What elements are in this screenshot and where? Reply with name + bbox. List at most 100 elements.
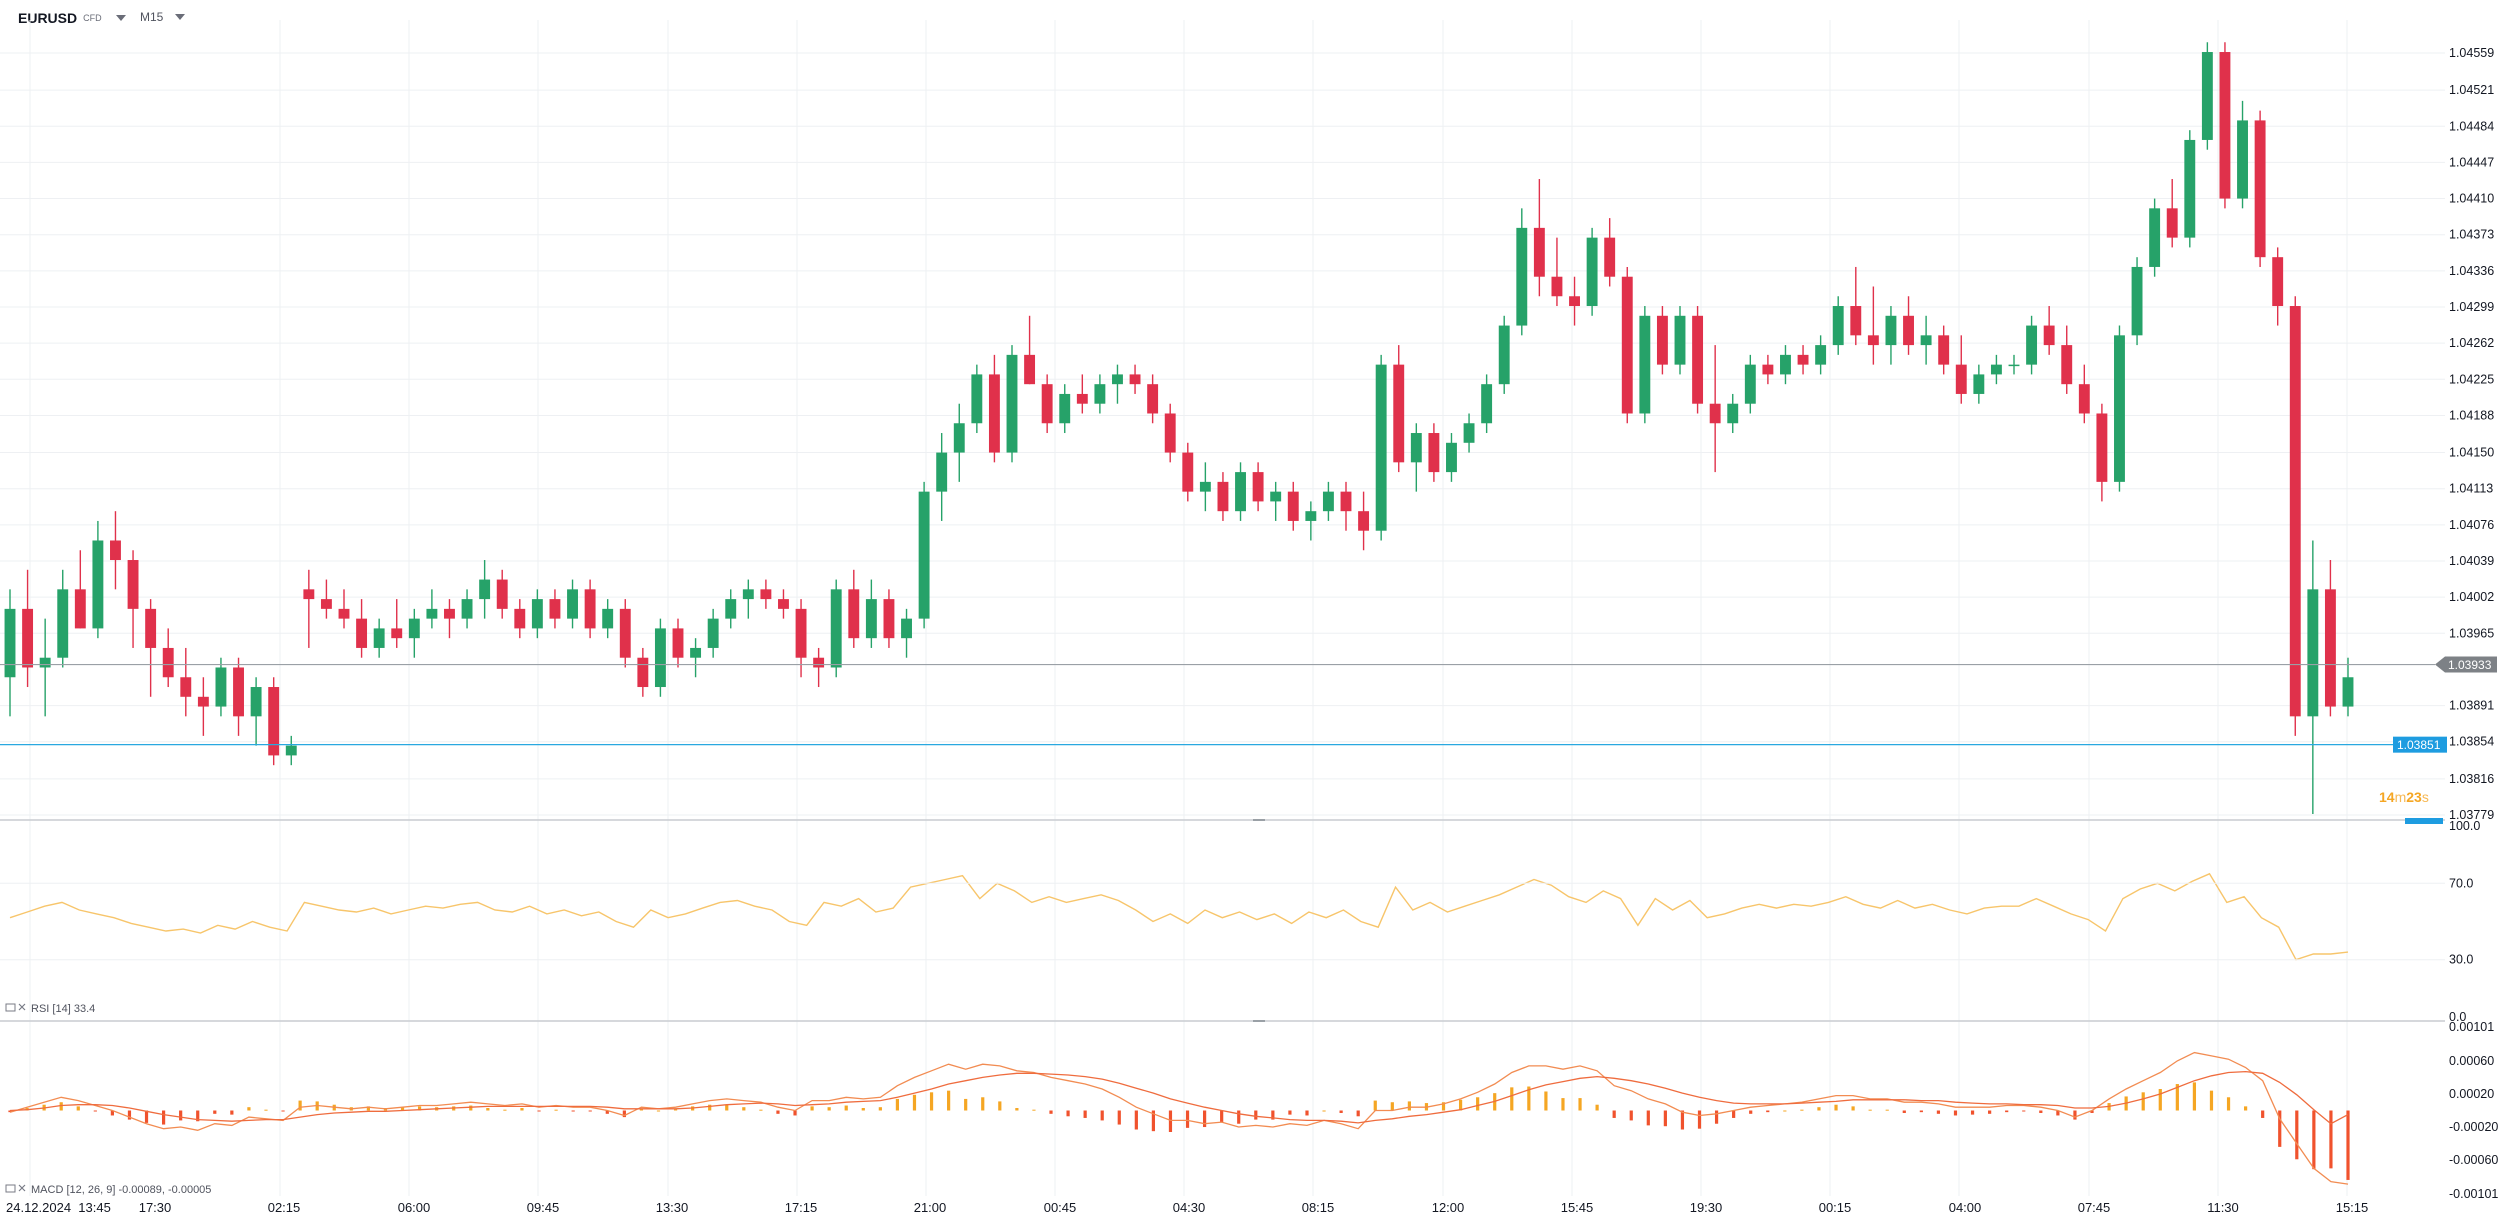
time-tick-label: 00:45 <box>1044 1200 1077 1215</box>
macd-histogram-bar <box>1612 1110 1616 1118</box>
candle-bear <box>180 677 192 697</box>
candle-bear <box>2096 413 2108 482</box>
price-tick-label: 1.04484 <box>2449 119 2494 133</box>
candle-bear <box>74 589 86 629</box>
price-tick-label: 1.04076 <box>2449 518 2494 532</box>
symbol-selector[interactable]: EURUSD CFD <box>18 10 126 26</box>
macd-histogram-bar <box>742 1107 746 1111</box>
current-price-tag <box>2435 656 2497 673</box>
macd-histogram-bar <box>1766 1110 1770 1113</box>
macd-histogram-bar <box>298 1100 302 1111</box>
candle-bull <box>918 491 930 619</box>
candle-bull <box>1199 481 1211 492</box>
time-tick-label: 09:45 <box>527 1200 560 1215</box>
time-tick-label: 19:30 <box>1690 1200 1723 1215</box>
rsi-tick-label: 70.0 <box>2449 876 2473 890</box>
macd-histogram-bar <box>708 1104 712 1111</box>
macd-histogram-bar <box>1015 1108 1019 1111</box>
candle-bull <box>1990 364 2002 375</box>
candle-bull <box>602 608 614 629</box>
macd-name: MACD <box>31 1184 63 1196</box>
macd-histogram-bar <box>1697 1110 1702 1129</box>
macd-tick-label: 0.00020 <box>2449 1087 2494 1101</box>
candle-bull <box>1375 364 1387 531</box>
macd-histogram-bar <box>2090 1110 2094 1113</box>
candle-bull <box>1410 433 1422 463</box>
rsi-value: 33.4 <box>74 1003 95 1015</box>
candle-bear <box>1024 354 1036 385</box>
macd-histogram-bar <box>1202 1110 1207 1128</box>
time-tick-label: 07:45 <box>2078 1200 2111 1215</box>
candle-bull <box>971 374 983 424</box>
rsi-tick-label: 100.0 <box>2449 819 2480 833</box>
candle-bear <box>1569 296 1580 307</box>
candle-bull <box>1322 491 1334 512</box>
price-tick-label: 1.03779 <box>2449 808 2494 822</box>
macd-histogram-bar <box>673 1108 678 1111</box>
macd-histogram-bar <box>417 1106 422 1111</box>
macd-legend[interactable]: MACD [12, 26, 9] -0.00089, -0.00005 <box>5 1184 211 1196</box>
macd-histogram-bar <box>213 1110 217 1114</box>
candle-bull <box>742 589 754 600</box>
candle-bear <box>2043 325 2055 346</box>
rsi-legend[interactable]: RSI [14] 33.4 <box>5 1003 95 1015</box>
candle-bull <box>92 540 104 629</box>
macd-histogram-bar <box>486 1108 490 1111</box>
candle-bull <box>1059 393 1071 424</box>
candle-bull <box>1727 403 1739 424</box>
candle-bull <box>690 647 702 658</box>
candle-bull <box>2114 335 2125 482</box>
macd-histogram-bar <box>2261 1110 2265 1118</box>
candle-bear <box>760 589 772 600</box>
candle-bear <box>110 540 121 561</box>
rsi-name: RSI <box>31 1003 49 1015</box>
candle-bear <box>1147 384 1159 414</box>
candle-bull <box>654 628 666 688</box>
macd-histogram-bar <box>1714 1110 1719 1124</box>
macd-histogram-bar <box>2022 1110 2026 1112</box>
candle-bear <box>1358 511 1370 531</box>
candle-bear <box>496 579 508 609</box>
price-tick-label: 1.04150 <box>2449 446 2494 460</box>
candle-bear <box>2219 52 2231 199</box>
candle-bear <box>2272 257 2284 307</box>
macd-histogram-bar <box>1800 1109 1804 1111</box>
interval-selector[interactable]: M15 <box>140 10 186 24</box>
candle-bear <box>1076 393 1088 404</box>
macd-histogram-bar <box>1458 1099 1463 1111</box>
rsi-tick-label: 30.0 <box>2449 953 2473 967</box>
candle-bull <box>1446 442 1457 473</box>
macd-histogram-bar <box>366 1106 370 1111</box>
time-tick-label: 21:00 <box>914 1200 947 1215</box>
candle-bull <box>1112 374 1123 385</box>
macd-histogram-bar <box>2312 1110 2316 1170</box>
candle-bear <box>795 608 807 658</box>
macd-histogram-bar <box>1441 1102 1446 1111</box>
macd-histogram-bar <box>1271 1110 1275 1120</box>
candle-bull <box>1481 384 1493 424</box>
candle-bull <box>2237 120 2248 199</box>
macd-histogram-bar <box>2278 1110 2282 1147</box>
macd-histogram-bar <box>827 1107 831 1111</box>
candle-bear <box>2324 589 2336 707</box>
price-tick-label: 1.04039 <box>2449 554 2494 568</box>
time-tick-label: 15:15 <box>2336 1200 2369 1215</box>
macd-histogram-bar <box>1561 1098 1565 1111</box>
macd-histogram-bar <box>2073 1110 2077 1120</box>
candle-bear <box>320 599 332 609</box>
macd-histogram-bar <box>912 1094 917 1111</box>
candle-bull <box>1639 315 1651 414</box>
macd-histogram-bar <box>1646 1110 1650 1126</box>
candle-bear <box>1252 472 1264 502</box>
time-axis: 24.12.2024 13:45 17:30 02:15 06:00 09:45 13:3… <box>6 1200 2368 1215</box>
macd-histogram-bar <box>2005 1110 2009 1113</box>
macd-histogram-bar <box>554 1109 558 1111</box>
candle-bull <box>1674 315 1686 365</box>
price-tick-label: 1.03891 <box>2449 699 2494 713</box>
candle-bear <box>1656 315 1668 365</box>
macd-histogram-bar <box>59 1102 63 1111</box>
macd-histogram-bar <box>1988 1110 1992 1114</box>
macd-histogram-bar <box>1134 1110 1138 1130</box>
macd-histogram-bar <box>1817 1107 1821 1111</box>
